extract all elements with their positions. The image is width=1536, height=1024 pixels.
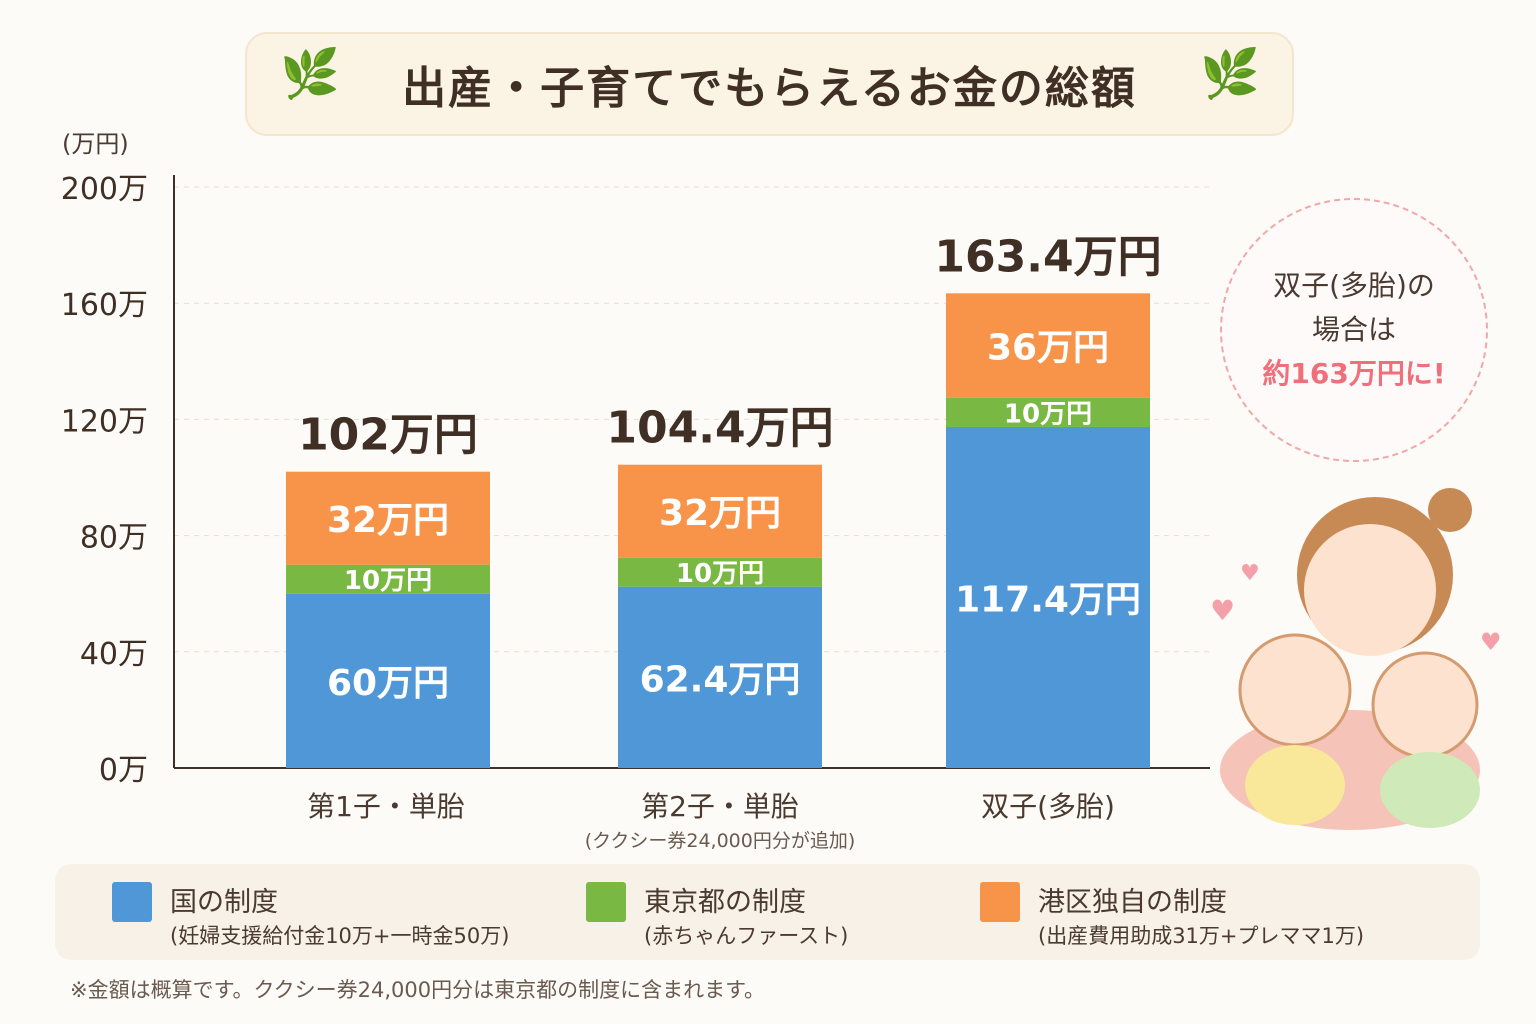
data-label: 10万円 [344, 566, 432, 596]
bar-segment [618, 586, 822, 768]
y-tick-label: 80万 [80, 521, 148, 556]
legend-swatch [586, 882, 626, 922]
bar-segment [286, 471, 490, 565]
category-note: (ククシー券24,000円分が追加) [584, 830, 856, 852]
leaf-icon: 🌿 [1200, 46, 1260, 102]
legend-swatch [980, 882, 1020, 922]
footnote: ※金額は概算です。ククシー券24,000円分は東京都の制度に含まれます。 [70, 978, 766, 1002]
bar-segment [618, 464, 822, 558]
bar-segment [946, 293, 1150, 398]
bar-segment [618, 557, 822, 587]
bar-segment [286, 593, 490, 768]
total-label: 163.4万円 [934, 231, 1161, 282]
svg-text:♥: ♥ [1240, 561, 1260, 586]
y-tick-label: 0万 [99, 753, 148, 788]
bubble-highlight: 約163万円に! [1262, 357, 1446, 390]
data-label: 117.4万円 [955, 579, 1141, 620]
legend-label: 東京都の制度 [644, 887, 806, 918]
bar-segment [946, 397, 1150, 427]
legend-sub: (赤ちゃんファースト) [644, 924, 849, 948]
legend: 国の制度 (妊婦支援給付金10万+一時金50万) 東京都の制度 (赤ちゃんファー… [55, 864, 1480, 960]
y-axis-unit: (万円) [62, 130, 129, 158]
legend-label: 国の制度 [170, 887, 278, 918]
mother-twins-illustration: ♥ ♥ ♥ [1210, 488, 1502, 830]
legend-label: 港区独自の制度 [1038, 887, 1227, 918]
data-label: 60万円 [327, 663, 449, 704]
chart-title: 出産・子育てでもらえるお金の総額 [402, 63, 1137, 114]
y-tick-label: 160万 [61, 288, 148, 323]
total-label: 104.4万円 [606, 403, 833, 454]
data-label: 32万円 [327, 500, 449, 541]
svg-text:♥: ♥ [1210, 594, 1235, 627]
y-tick-label: 40万 [80, 637, 148, 672]
speech-bubble: 双子(多胎)の 場合は 約163万円に! [1220, 198, 1488, 462]
legend-sub: (出産費用助成31万+プレママ1万) [1038, 924, 1365, 948]
bar-segment [946, 426, 1150, 768]
legend-swatch [112, 882, 152, 922]
svg-text:♥: ♥ [1480, 628, 1502, 656]
data-label: 10万円 [1004, 399, 1092, 429]
bubble-line: 双子(多胎)の [1273, 269, 1435, 302]
data-label: 62.4万円 [640, 659, 801, 700]
y-tick-label: 200万 [61, 172, 148, 207]
data-label: 32万円 [659, 493, 781, 534]
title-banner: 出産・子育てでもらえるお金の総額 [245, 32, 1294, 136]
category-label: 第2子・単胎 [641, 790, 799, 823]
category-label: 第1子・単胎 [307, 790, 465, 823]
bar-segment [286, 564, 490, 594]
leaf-icon: 🌿 [280, 46, 340, 102]
data-label: 10万円 [676, 559, 764, 589]
category-label: 双子(多胎) [981, 790, 1115, 823]
legend-sub: (妊婦支援給付金10万+一時金50万) [170, 924, 510, 948]
total-label: 102万円 [298, 410, 478, 461]
data-label: 36万円 [987, 328, 1109, 369]
bubble-line: 場合は [1311, 313, 1396, 346]
y-tick-label: 120万 [61, 404, 148, 439]
